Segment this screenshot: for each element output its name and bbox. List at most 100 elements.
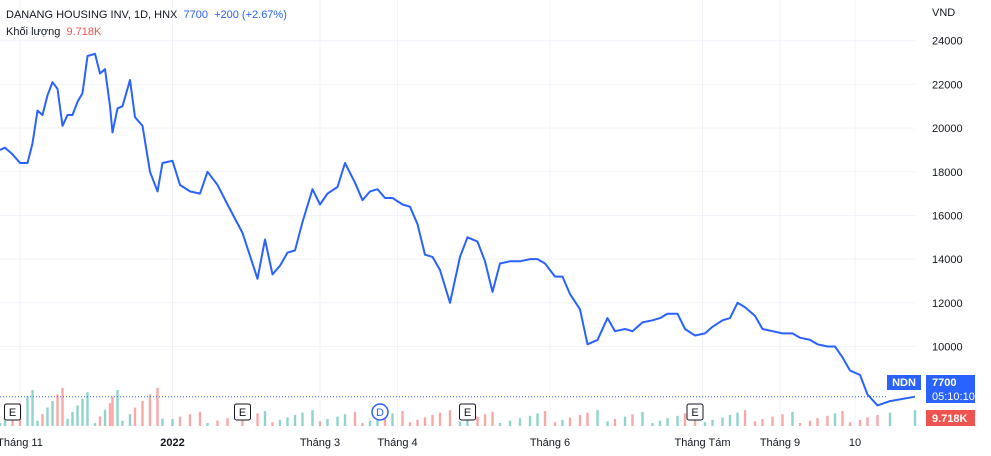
volume-bar (66, 418, 69, 426)
marker-letter: E (464, 407, 471, 419)
volume-bar (301, 412, 304, 426)
volume-bar (728, 415, 732, 426)
marker-shape (234, 403, 251, 421)
symbol-tag-text: NDN (892, 377, 916, 389)
volume-bar (651, 423, 654, 426)
volume-badge: 9.718K (926, 410, 975, 426)
volume-bar (361, 423, 364, 426)
volume-bar (326, 419, 329, 426)
marker-letter: E (239, 407, 246, 419)
time-axis-labels: Tháng 11 2022 Tháng 3 Tháng 4 Tháng 6 Tháng T… (0, 437, 861, 449)
earnings-marker[interactable]: E (4, 403, 21, 421)
volume-bar (188, 414, 192, 426)
volume-bar (56, 394, 59, 426)
volume-bar (3, 416, 7, 426)
earnings-marker[interactable]: E (459, 403, 476, 421)
x-tick-label: Tháng 11 (0, 437, 43, 449)
y-tick-label: 16000 (932, 210, 963, 222)
volume-bar (98, 416, 102, 426)
volume-tag (926, 410, 975, 426)
volume-bar (391, 413, 394, 426)
volume-bar (178, 416, 182, 426)
volume-bar (286, 417, 289, 426)
volume-bar (278, 419, 282, 426)
y-tick-label: 10000 (932, 341, 963, 353)
volume-bar (423, 417, 427, 426)
volume-bar (666, 418, 669, 426)
volume-bar (606, 421, 609, 426)
dividend-marker[interactable]: D (371, 403, 389, 421)
marker-shape (459, 403, 476, 421)
marker-shape (686, 403, 704, 421)
volume-bar (518, 418, 522, 426)
volume-bar (241, 415, 244, 426)
earnings-marker[interactable]: E (686, 403, 704, 421)
price-tag-value: 7700 (932, 377, 956, 389)
price-tag-countdown: 05:10:10 (932, 391, 975, 403)
last-price-badge: NDN 7700 05:10:10 (887, 375, 975, 403)
y-tick-label: 22000 (932, 79, 963, 91)
volume-bar (798, 423, 802, 426)
earnings-marker[interactable]: E (234, 403, 251, 421)
chart-legend: DANANG HOUSING INV, 1D, HNX 7700 +200 (+… (6, 7, 287, 41)
volume-bar (568, 417, 572, 426)
volume-bar (528, 415, 532, 426)
volume-bar (736, 412, 739, 426)
volume-bar (761, 419, 764, 426)
volume-bar (658, 420, 662, 426)
volume-bar (336, 416, 339, 426)
volume-bar (841, 411, 844, 426)
volume-bar (401, 411, 404, 426)
volume-bar (206, 423, 209, 426)
volume-bar (311, 410, 314, 426)
volume-bar (631, 414, 634, 426)
volume-bar (483, 414, 487, 426)
volume-bar (858, 419, 862, 426)
volume-bar (133, 407, 137, 426)
volume-bar (676, 415, 679, 426)
volume-bar (711, 419, 714, 426)
y-tick-label: 20000 (932, 123, 963, 135)
price-axis-labels: 10000 12000 14000 16000 18000 20000 22000 24000 (932, 36, 963, 354)
volume-bar (216, 420, 219, 426)
volume-bar (343, 414, 347, 426)
volume-bar (156, 387, 159, 426)
legend-row-price: DANANG HOUSING INV, 1D, HNX 7700 +200 (+… (6, 7, 287, 24)
volume-bar (0, 423, 2, 426)
volume-bar (508, 420, 512, 426)
volume-bar (86, 392, 89, 426)
volume-bar (148, 394, 152, 426)
volume-bar (536, 413, 539, 426)
volume-bar (128, 414, 132, 426)
volume-bar (81, 398, 84, 426)
axis-unit: VND (932, 7, 956, 19)
volume-bar (578, 415, 582, 426)
volume-bar (171, 419, 174, 426)
volume-bar (383, 415, 387, 426)
volume-bar (498, 423, 502, 426)
volume-bar (703, 422, 707, 426)
volume-bars (0, 387, 917, 426)
volume-bar (256, 413, 259, 426)
symbol-tag (887, 375, 921, 390)
chart-grid (0, 0, 915, 430)
volume-bar (26, 396, 29, 426)
x-tick-label: 10 (849, 437, 861, 449)
volume-bar (36, 420, 39, 426)
volume-bar (438, 412, 442, 426)
volume-bar (271, 422, 274, 426)
volume-bar (683, 413, 687, 426)
volume-bar (108, 403, 112, 426)
x-tick-label: 2022 (160, 437, 184, 449)
volume-bar (781, 414, 784, 426)
volume-bar (226, 418, 229, 426)
volume-bar (416, 419, 419, 426)
volume-bar (103, 409, 107, 426)
volume-bar (76, 405, 79, 426)
volume-bar (543, 411, 547, 426)
volume-bar (318, 421, 322, 426)
legend-price: 7700 (183, 9, 208, 21)
volume-bar (448, 410, 452, 426)
